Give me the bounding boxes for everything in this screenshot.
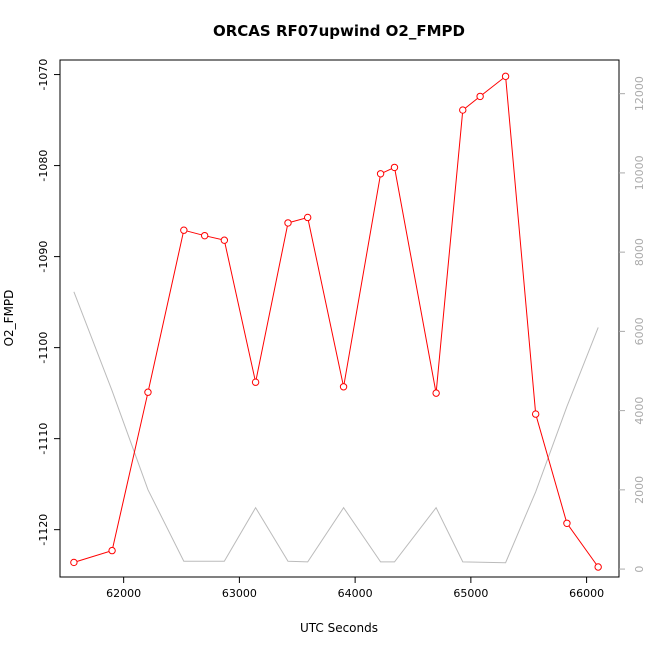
y2-tick-label: 10000	[633, 155, 646, 190]
data-point	[200, 231, 209, 240]
y2-tick-label: 4000	[633, 397, 646, 425]
x-tick-label: 66000	[569, 587, 604, 600]
plot-frame	[59, 59, 620, 578]
data-point	[180, 226, 188, 234]
data-point	[108, 546, 116, 555]
data-point	[501, 72, 510, 81]
y-tick-label: -1120	[37, 514, 50, 546]
y-tick-label: -1100	[37, 332, 50, 364]
y2-tick-label: 0	[633, 566, 646, 573]
chart-title: ORCAS RF07upwind O2_FMPD	[213, 22, 465, 40]
x-axis: 62000 63000 64000 65000 66000	[106, 577, 604, 600]
data-point	[376, 170, 385, 178]
y-axis-label: O2_FMPD	[2, 290, 16, 347]
x-tick-label: 65000	[453, 587, 488, 600]
data-point	[563, 519, 571, 527]
series-line-right-axis	[73, 291, 599, 564]
x-axis-label: UTC Seconds	[300, 621, 378, 635]
y2-tick-label: 8000	[633, 238, 646, 266]
y-tick-label: -1070	[37, 59, 50, 91]
data-point	[390, 163, 399, 172]
x-tick-label: 63000	[222, 587, 257, 600]
data-point	[432, 389, 440, 397]
x-tick-label: 62000	[106, 587, 141, 600]
data-point	[251, 378, 260, 386]
data-point	[459, 106, 467, 114]
y-axis-left: -1120 -1110 -1100 -1090 -1080 -1070	[37, 59, 60, 546]
y-tick-label: -1090	[37, 241, 50, 273]
data-point	[144, 388, 152, 396]
y2-tick-label: 12000	[633, 76, 646, 111]
y2-tick-label: 2000	[633, 476, 646, 504]
data-point	[70, 558, 78, 567]
data-point	[339, 383, 348, 391]
y-axis-right: 0 2000 4000 6000 8000 10000 12000	[619, 76, 646, 573]
y-tick-label: -1080	[37, 150, 50, 182]
y-tick-label: -1110	[37, 423, 50, 455]
data-point	[476, 92, 484, 101]
data-point	[594, 563, 602, 571]
data-point	[303, 213, 312, 222]
series-layer	[70, 72, 602, 571]
data-point	[284, 219, 292, 227]
data-point	[220, 236, 229, 244]
data-point	[531, 410, 540, 418]
x-tick-label: 64000	[338, 587, 373, 600]
y2-tick-label: 6000	[633, 317, 646, 345]
series-line-left-axis	[73, 75, 599, 568]
